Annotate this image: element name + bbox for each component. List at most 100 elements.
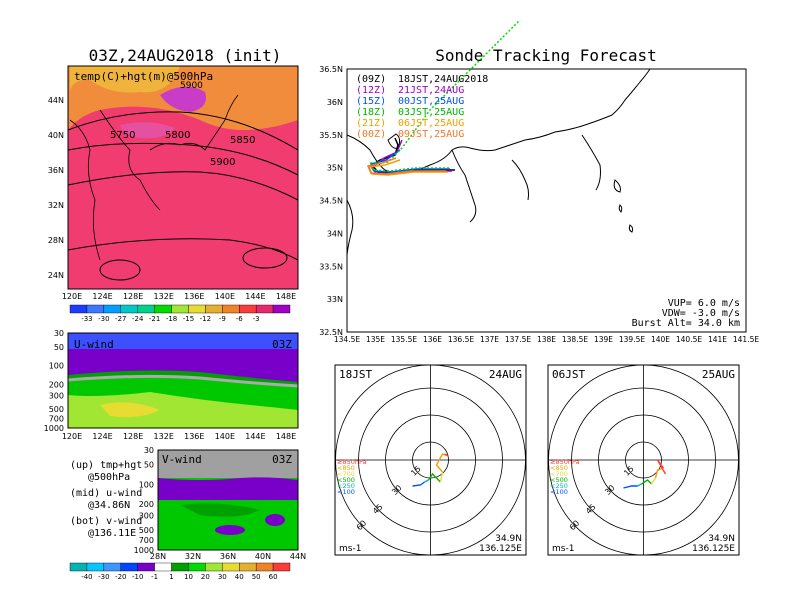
lon-tick-label: 124E — [92, 292, 112, 301]
colorbar-swatch — [69, 562, 88, 572]
map-lat-ticks: 36.5N 36N 35.5N 35N 34.5N 34N 33.5N 33N 32.5N — [319, 65, 343, 337]
lat-tick-label: 35N — [327, 164, 343, 173]
pressure-legend-item: <850 — [337, 464, 355, 472]
colorbar-swatch — [255, 304, 274, 314]
lat-tick-label: 33N — [327, 295, 343, 304]
colorbar-swatch — [86, 562, 105, 572]
hodograph-date: 24AUG — [489, 368, 522, 381]
colorbar-swatch — [222, 304, 240, 314]
pressure-tick-label: 300 — [139, 512, 154, 521]
colorbar-label: -3 — [253, 315, 260, 323]
colorbar-swatch — [120, 304, 138, 314]
legend-time: 06JST,25AUG — [398, 118, 464, 129]
hodograph-trace — [412, 481, 425, 487]
lon-tick-label: 138E — [537, 335, 556, 344]
colorbar-swatch — [69, 304, 88, 314]
hodograph-trace — [444, 453, 449, 457]
lat-tick-label: 40N — [48, 131, 64, 140]
u-wind-label: U-wind — [74, 338, 114, 351]
colorbar-swatch — [255, 562, 274, 572]
colorbar-label: -24 — [132, 315, 144, 323]
colorbar-label: -9 — [219, 315, 226, 323]
pressure-legend-item: <700 — [550, 470, 568, 478]
lat-tick-label: 32.5N — [319, 328, 343, 337]
colorbar-swatch — [205, 304, 223, 314]
lon-tick-label: 136E — [184, 292, 204, 301]
colorbar-label: -21 — [149, 315, 160, 323]
hodograph-trace — [424, 479, 429, 483]
colorbar-swatch — [154, 304, 172, 314]
sonde-track-map: 36.5N 36N 35.5N 35N 34.5N 34N 33.5N 33N 32.5N 13… — [319, 19, 759, 344]
pressure-tick-label: 50 — [54, 343, 64, 352]
hodograph-trace — [650, 477, 657, 485]
v-wind-time: 03Z — [272, 453, 292, 466]
hodograph-date: 25AUG — [702, 368, 735, 381]
colorbar-label: 20 — [201, 573, 210, 581]
colorbar-swatch — [137, 304, 155, 314]
temperature-map-lon-ticks: 120E 124E 128E 132E 136E 140E 144E 148E — [62, 292, 296, 301]
lon-tick-label: 132E — [154, 432, 174, 441]
panel-notes: (up) tmp+hgt@500hPa (mid) u-wind@34.86N (b… — [70, 460, 142, 539]
lat-tick-label: 28N — [48, 236, 64, 245]
colorbar-swatch — [103, 304, 121, 314]
pressure-tick-label: 200 — [139, 500, 154, 509]
hodograph-trace — [637, 483, 642, 487]
lon-tick-label: 135E — [366, 335, 385, 344]
lon-tick-label: 128E — [123, 292, 143, 301]
lon-tick-label: 134.5E — [334, 335, 360, 344]
hodograph-trace — [427, 472, 441, 483]
colorbar-label: -33 — [81, 315, 92, 323]
colorbar-label: -6 — [236, 315, 244, 323]
legend-time: 18JST,24AUG2018 — [398, 74, 488, 85]
lon-tick-label: 138.5E — [562, 335, 588, 344]
colorbar-swatch — [171, 304, 189, 314]
lon-tick-label: 120E — [62, 292, 82, 301]
legend-run: (00Z) — [356, 129, 386, 140]
note-line: (bot) v-wind — [70, 516, 142, 527]
pressure-legend-item: <700 — [337, 470, 355, 478]
lon-tick-label: 140.5E — [676, 335, 702, 344]
legend-time: 21JST,24AUG — [398, 85, 464, 96]
lon-tick-label: 139.5E — [619, 335, 645, 344]
note-line: (mid) u-wind — [70, 488, 142, 499]
pressure-tick-label: 1000 — [44, 424, 64, 433]
colorbar-label: 40 — [235, 573, 244, 581]
u-wind-time: 03Z — [272, 338, 292, 351]
map-lon-ticks: 134.5E 135E 135.5E 136E 136.5E 137E 137.5E 138E… — [334, 335, 759, 344]
u-wind-lon-ticks: 120E 124E 128E 132E 136E 140E 144E 148E — [62, 432, 296, 441]
hodograph-lon: 136.125E — [479, 544, 522, 554]
lon-tick-label: 120E — [62, 432, 82, 441]
legend-run: (12Z) — [356, 85, 386, 96]
colorbar-swatch — [103, 562, 121, 572]
legend-run: (18Z) — [356, 107, 386, 118]
pressure-legend-item: <100 — [550, 488, 568, 496]
hodograph-trace — [439, 471, 444, 483]
hodograph-trace — [654, 467, 664, 479]
lon-tick-label: 140E — [215, 292, 235, 301]
pressure-legend-item: ≥850hPa — [550, 458, 580, 466]
pressure-legend-item: ≥850hPa — [337, 458, 367, 466]
lat-tick-label: 34N — [327, 229, 343, 238]
lat-tick-label: 32N — [48, 201, 64, 210]
pressure-tick-label: 200 — [49, 380, 64, 389]
colorbar-swatch — [239, 304, 257, 314]
colorbar-label: -30 — [98, 573, 109, 581]
lat-tick-label: 36.5N — [319, 65, 343, 74]
lon-tick-label: 148E — [276, 432, 296, 441]
hodograph-trace — [623, 485, 638, 489]
pressure-legend-item: <100 — [337, 488, 355, 496]
colorbar-label: -15 — [183, 315, 194, 323]
colorbar-label: -10 — [132, 573, 143, 581]
colorbar-label: -1 — [151, 573, 158, 581]
lat-tick-label: 32N — [185, 552, 201, 561]
colorbar-swatch — [239, 562, 257, 572]
lat-tick-label: 34.5N — [319, 197, 343, 206]
lat-tick-label: 28N — [150, 552, 166, 561]
contour-label-5850: 5850 — [230, 135, 255, 146]
lat-tick-label: 44N — [290, 552, 306, 561]
